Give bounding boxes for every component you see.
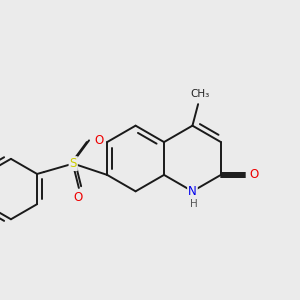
Text: CH₃: CH₃ (190, 89, 209, 99)
Text: N: N (188, 185, 197, 198)
Text: O: O (94, 134, 104, 147)
Text: S: S (70, 157, 77, 170)
Text: O: O (73, 191, 82, 204)
Text: H: H (190, 199, 197, 209)
Text: O: O (250, 168, 259, 182)
